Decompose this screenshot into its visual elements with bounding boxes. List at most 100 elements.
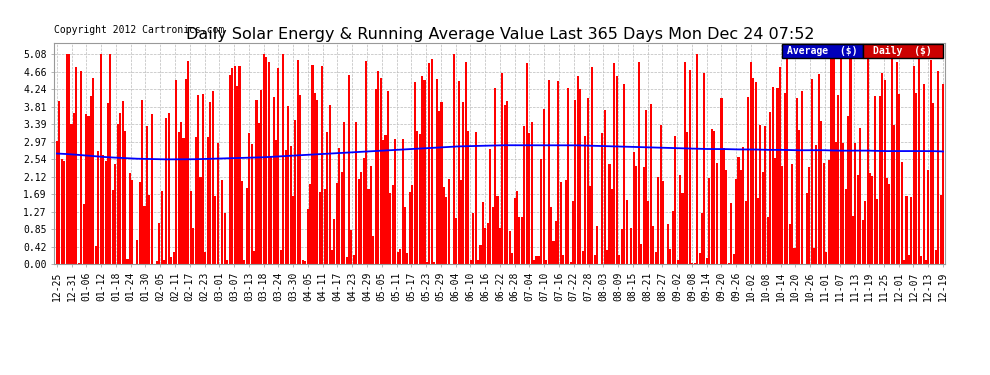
- Bar: [199, 177, 202, 264]
- Bar: [738, 157, 740, 264]
- Bar: [938, 70, 940, 264]
- Bar: [933, 103, 935, 264]
- Bar: [487, 223, 489, 264]
- Bar: [519, 217, 521, 264]
- Text: Copyright 2012 Cartronics.com: Copyright 2012 Cartronics.com: [54, 26, 225, 35]
- Bar: [781, 166, 783, 264]
- Bar: [436, 79, 438, 264]
- Bar: [202, 94, 204, 264]
- Text: Daily  ($): Daily ($): [873, 46, 932, 56]
- Bar: [144, 206, 146, 264]
- Bar: [723, 148, 725, 264]
- Bar: [214, 196, 216, 264]
- Bar: [533, 260, 535, 264]
- Bar: [496, 196, 499, 264]
- Bar: [618, 255, 621, 264]
- Bar: [901, 162, 903, 264]
- Bar: [864, 201, 866, 264]
- Bar: [614, 63, 616, 264]
- Bar: [757, 198, 759, 264]
- Bar: [801, 91, 803, 264]
- Bar: [307, 209, 309, 264]
- Bar: [633, 152, 635, 264]
- Bar: [793, 248, 796, 264]
- Bar: [847, 116, 849, 264]
- Bar: [82, 204, 85, 264]
- Bar: [747, 97, 749, 264]
- FancyBboxPatch shape: [782, 44, 862, 57]
- Bar: [465, 63, 467, 264]
- Bar: [871, 176, 873, 264]
- Bar: [141, 100, 144, 264]
- Bar: [641, 244, 643, 264]
- Bar: [158, 224, 160, 264]
- Bar: [766, 217, 769, 264]
- Bar: [384, 135, 386, 264]
- Bar: [65, 54, 67, 264]
- Bar: [472, 213, 474, 264]
- Bar: [662, 182, 664, 264]
- Bar: [460, 180, 462, 264]
- Bar: [779, 67, 781, 264]
- Bar: [185, 79, 187, 264]
- Bar: [192, 228, 194, 264]
- Bar: [691, 263, 693, 264]
- Bar: [355, 122, 357, 264]
- Bar: [492, 207, 494, 264]
- Bar: [920, 256, 922, 264]
- Bar: [928, 170, 930, 264]
- Bar: [277, 69, 279, 264]
- Bar: [270, 157, 272, 264]
- Bar: [509, 231, 511, 264]
- Bar: [828, 160, 830, 264]
- Bar: [416, 131, 418, 264]
- Bar: [574, 100, 576, 264]
- Bar: [85, 114, 87, 264]
- Bar: [579, 89, 581, 264]
- Bar: [886, 178, 888, 264]
- Bar: [324, 189, 326, 264]
- Bar: [375, 89, 377, 264]
- Bar: [304, 261, 306, 264]
- Bar: [234, 66, 236, 264]
- Bar: [911, 197, 913, 264]
- Bar: [776, 88, 778, 264]
- Bar: [694, 263, 696, 264]
- Bar: [838, 96, 840, 264]
- Bar: [796, 98, 798, 264]
- Bar: [163, 260, 165, 264]
- Bar: [429, 63, 431, 264]
- Bar: [883, 80, 886, 264]
- Bar: [241, 181, 243, 264]
- Bar: [733, 254, 735, 264]
- Bar: [282, 54, 284, 264]
- Bar: [341, 172, 343, 264]
- Bar: [362, 158, 364, 264]
- Bar: [699, 254, 701, 264]
- Bar: [319, 192, 321, 264]
- Bar: [212, 92, 214, 264]
- Bar: [806, 193, 808, 264]
- Bar: [424, 80, 426, 264]
- Bar: [908, 255, 910, 264]
- Bar: [73, 113, 75, 264]
- Bar: [813, 248, 815, 264]
- Bar: [504, 105, 506, 264]
- Bar: [557, 81, 559, 264]
- Bar: [538, 256, 540, 264]
- Bar: [92, 78, 94, 264]
- Bar: [835, 142, 837, 264]
- Bar: [528, 133, 531, 264]
- Bar: [689, 70, 691, 264]
- Bar: [842, 143, 844, 264]
- Bar: [516, 191, 518, 264]
- Bar: [555, 221, 557, 264]
- Bar: [935, 251, 937, 264]
- Bar: [78, 263, 80, 264]
- Bar: [314, 93, 316, 264]
- Bar: [726, 170, 728, 264]
- Bar: [484, 228, 486, 264]
- Bar: [370, 166, 372, 264]
- Bar: [713, 131, 715, 264]
- Bar: [357, 179, 359, 264]
